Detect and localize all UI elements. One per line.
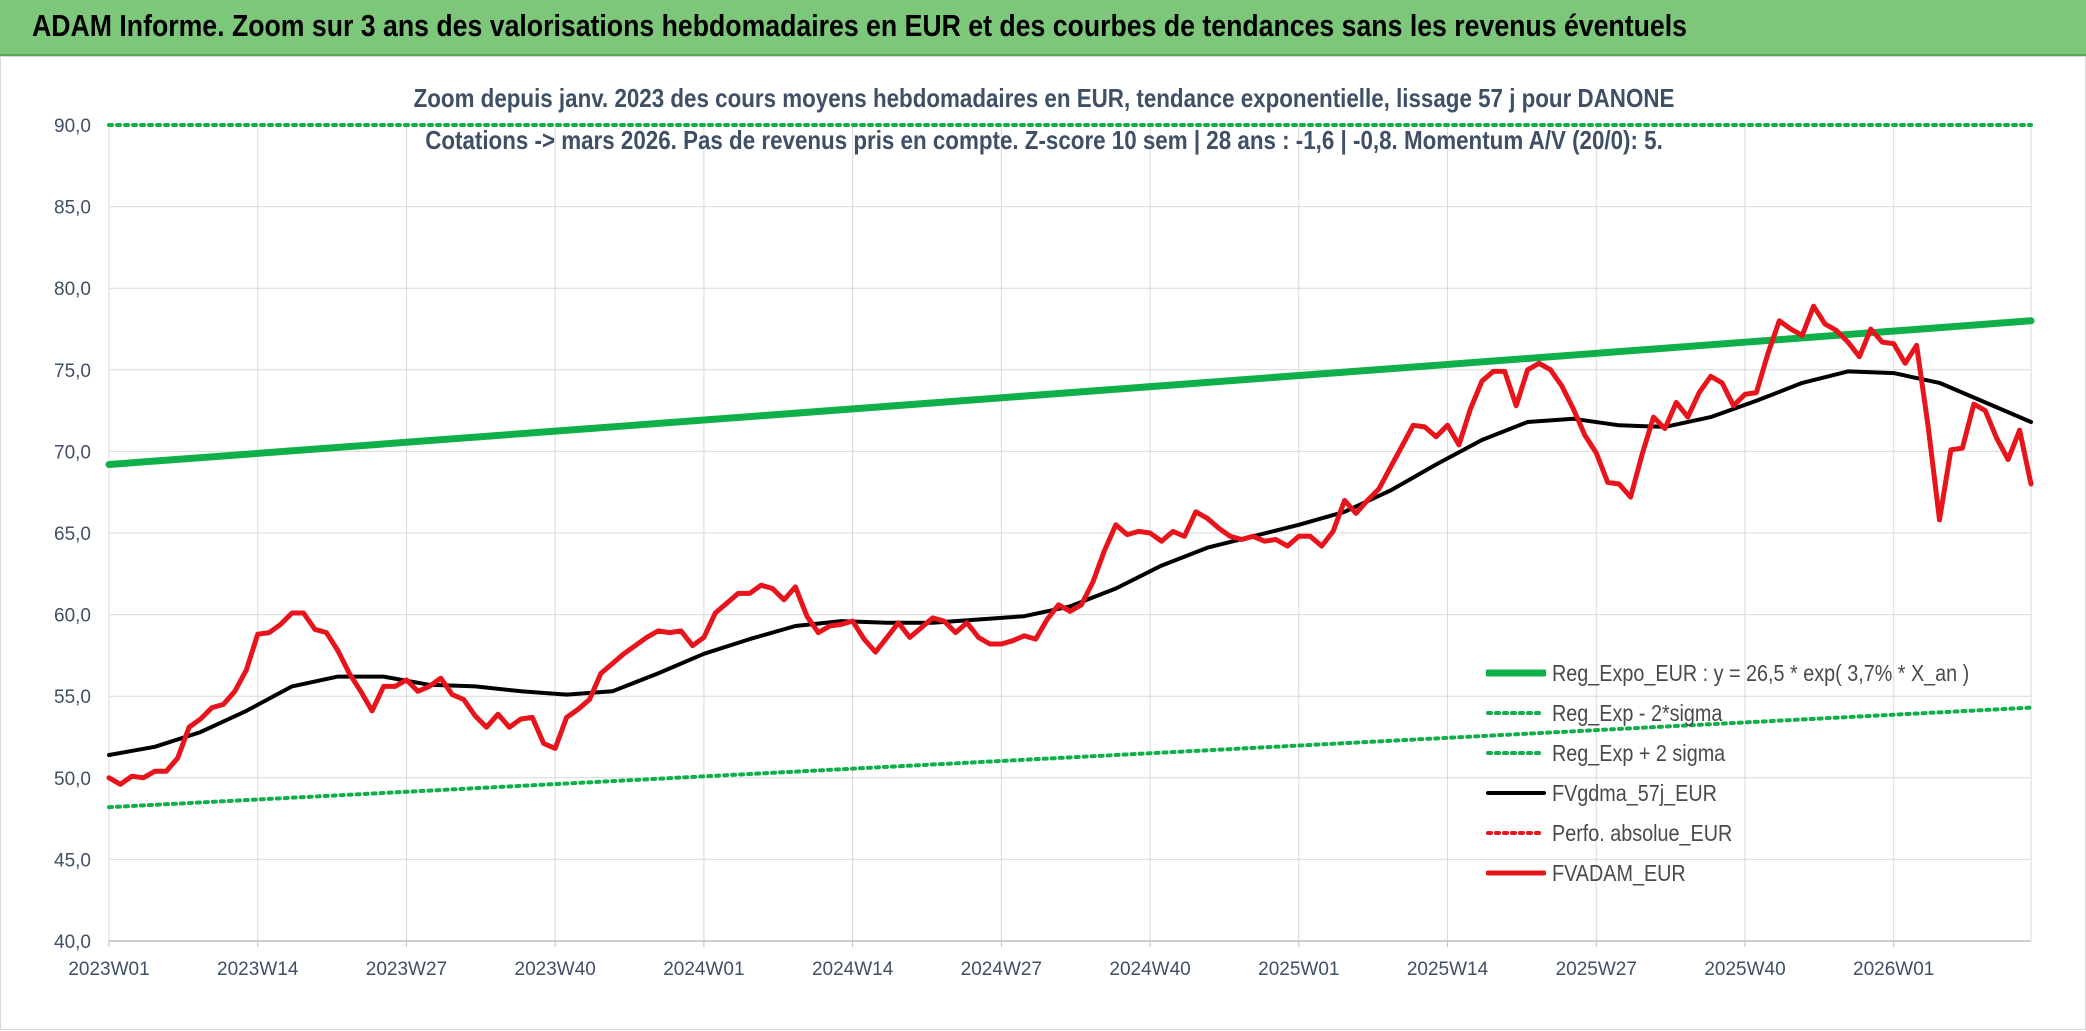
legend-swatch (1486, 870, 1546, 876)
x-tick-label: 2025W14 (1407, 959, 1489, 980)
x-tick-label: 2024W27 (961, 959, 1042, 980)
legend-swatch (1486, 831, 1546, 835)
y-tick-label: 70,0 (54, 442, 91, 463)
y-tick-label: 75,0 (54, 361, 91, 382)
plot-svg: 40,0 45,0 50,0 55,0 60,0 65,0 70,0 75,0 80,0 85,0… (54, 116, 2035, 980)
chart-subtitle: Cotations -> mars 2026. Pas de revenus p… (425, 125, 1663, 155)
legend-label: Reg_Expo_EUR : y = 26,5 * exp( 3,7% * X_… (1552, 660, 1970, 686)
series-lines (105, 123, 2035, 810)
x-tick-label: 2025W40 (1704, 959, 1785, 980)
legend-swatch (1486, 711, 1546, 715)
x-tick-label: 2024W40 (1109, 959, 1190, 980)
y-axis-ticks: 40,0 45,0 50,0 55,0 60,0 65,0 70,0 75,0 80,0 85,0… (54, 116, 91, 953)
legend-label: Perfo. absolue_EUR (1552, 820, 1733, 846)
y-tick-label: 90,0 (54, 116, 91, 137)
legend-label: FVADAM_EUR (1552, 860, 1686, 886)
x-tick-label: 2023W40 (515, 959, 596, 980)
x-tick-label: 2024W01 (663, 959, 744, 980)
legend-item: Reg_Expo_EUR : y = 26,5 * exp( 3,7% * X_… (1486, 655, 2046, 691)
legend-swatch (1486, 791, 1546, 795)
x-tick-label: 2023W14 (217, 959, 299, 980)
lower-sigma-line (107, 705, 2033, 810)
chart-title: Zoom depuis janv. 2023 des cours moyens … (413, 83, 1675, 113)
legend-item: FVADAM_EUR (1486, 855, 2046, 891)
legend-item: Perfo. absolue_EUR (1486, 815, 2046, 851)
chart-area: 40,0 45,0 50,0 55,0 60,0 65,0 70,0 75,0 80,0 85,0… (0, 56, 2086, 1030)
legend-item: Reg_Exp + 2 sigma (1486, 735, 2046, 771)
x-tick-label: 2025W01 (1258, 959, 1339, 980)
x-tick-label: 2023W01 (68, 959, 149, 980)
y-tick-label: 80,0 (54, 279, 91, 300)
x-axis-ticks: 2023W01 2023W14 2023W27 2023W40 2024W01 2024W… (68, 959, 1934, 980)
x-tick-label: 2023W27 (366, 959, 447, 980)
legend-swatch (1486, 751, 1546, 755)
y-tick-label: 60,0 (54, 606, 91, 627)
x-tick-label: 2026W01 (1853, 959, 1934, 980)
y-tick-label: 65,0 (54, 524, 91, 545)
x-tick-label: 2024W14 (812, 959, 894, 980)
report-title: ADAM Informe. Zoom sur 3 ans des valoris… (32, 8, 1687, 43)
price-red-line (106, 303, 2034, 787)
y-tick-label: 85,0 (54, 198, 91, 219)
legend-item: FVgdma_57j_EUR (1486, 775, 2046, 811)
green-trend-line (105, 317, 2035, 468)
y-tick-label: 40,0 (54, 932, 91, 953)
x-tick-label: 2025W27 (1556, 959, 1637, 980)
legend-label: Reg_Exp - 2*sigma (1552, 700, 1723, 726)
y-tick-label: 50,0 (54, 769, 91, 790)
y-tick-label: 55,0 (54, 687, 91, 708)
legend-label: Reg_Exp + 2 sigma (1552, 740, 1726, 766)
legend-swatch (1486, 669, 1546, 677)
y-tick-label: 45,0 (54, 850, 91, 871)
legend-label: FVgdma_57j_EUR (1552, 780, 1717, 806)
legend-item: Reg_Exp - 2*sigma (1486, 695, 2046, 731)
report-banner: ADAM Informe. Zoom sur 3 ans des valoris… (0, 0, 2086, 56)
